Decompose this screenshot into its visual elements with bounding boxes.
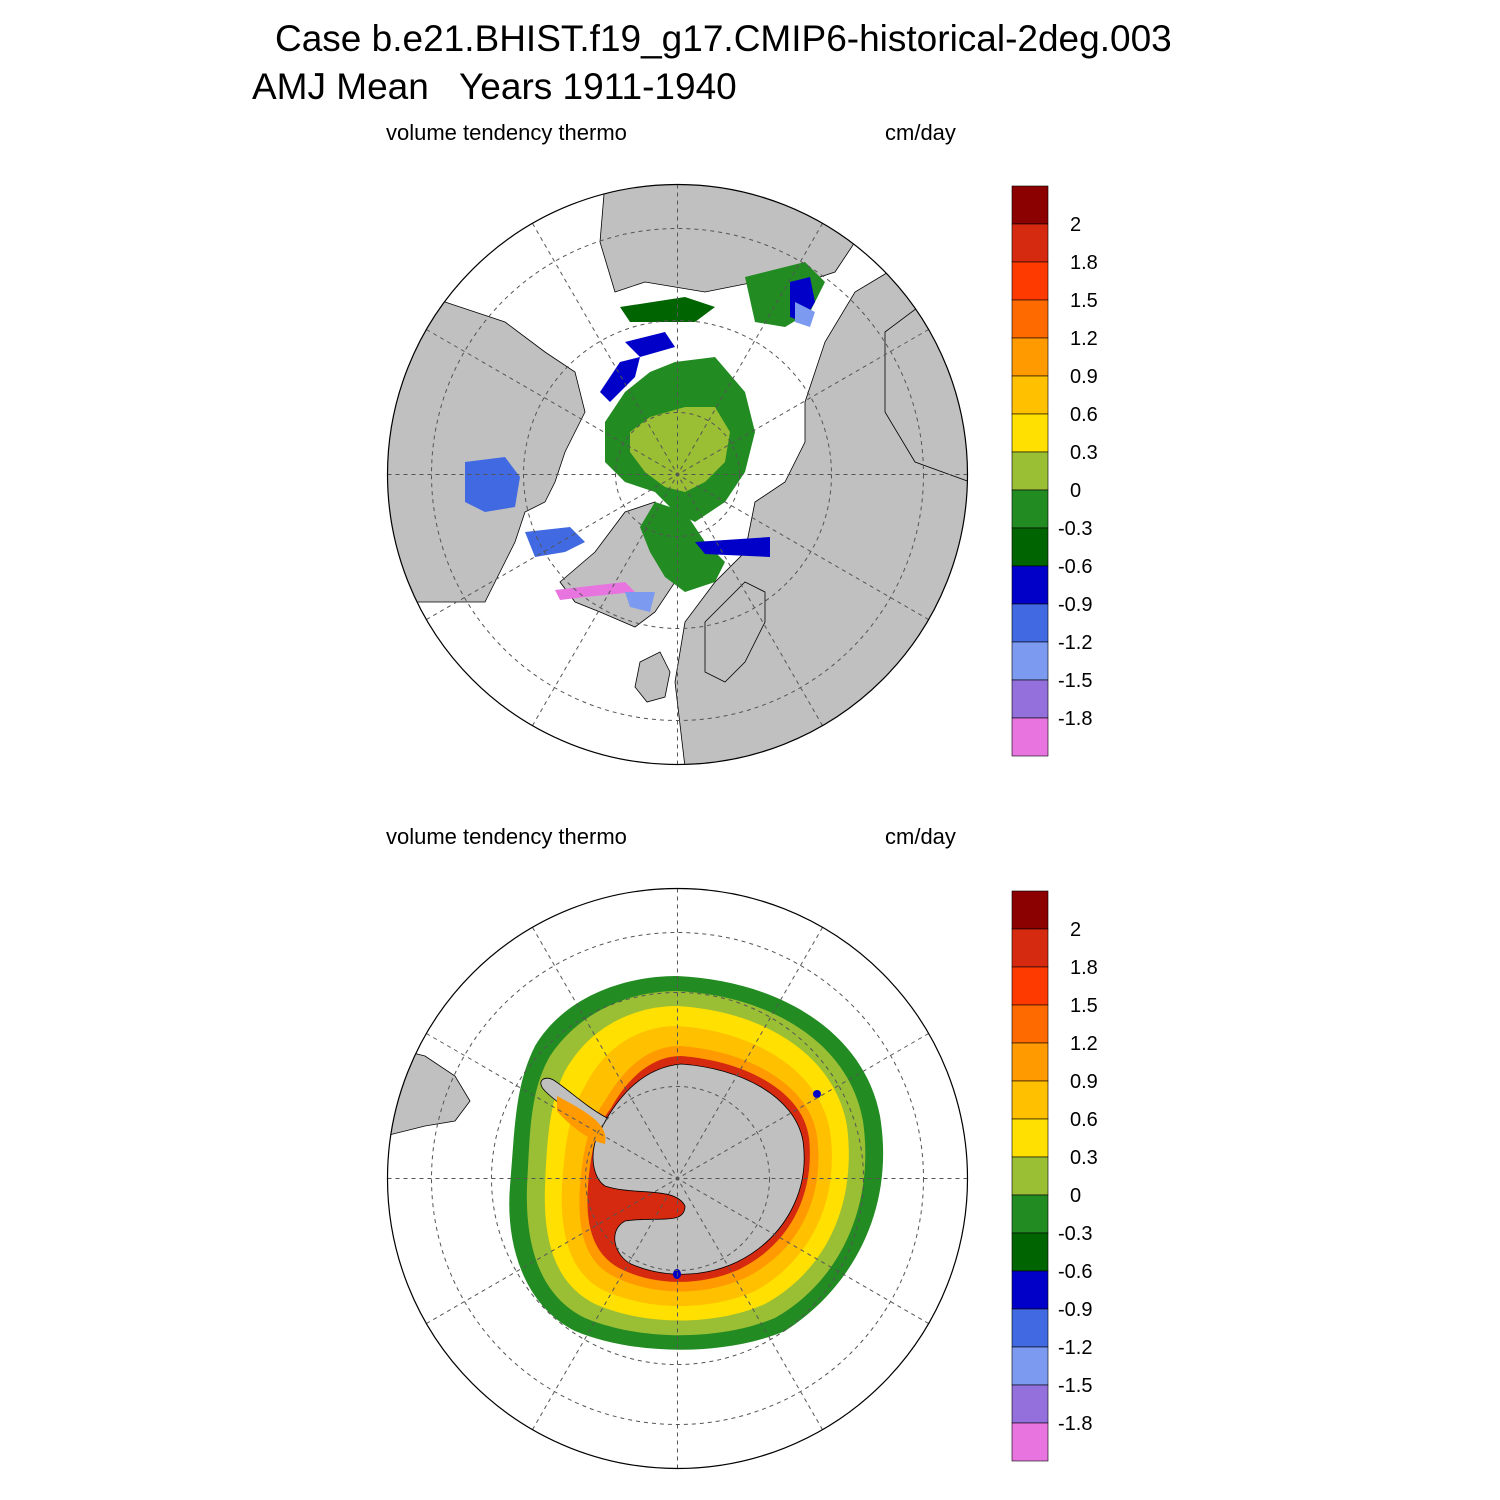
land-siberia-north [599, 184, 866, 293]
colorbar-swatch [1011, 451, 1049, 491]
colorbar-swatch [1011, 565, 1049, 605]
south-colorbar: 2 1.8 1.5 1.2 0.9 0.6 0.3 0 -0.3 -0.6 -0.9 -1.2 -1.5… [1011, 890, 1112, 1466]
south-panel-variable-label: volume tendency thermo [386, 824, 627, 849]
colorbar-swatch [1011, 966, 1049, 1006]
south-polar-map [385, 886, 970, 1471]
colorbar-swatch [1011, 1080, 1049, 1120]
colorbar-tick-label: -0.3 [1058, 518, 1092, 540]
north-panel-units-label: cm/day [885, 120, 956, 145]
colorbar-tick-label: 1.5 [1070, 290, 1098, 312]
colorbar-swatch [1011, 1384, 1049, 1424]
colorbar-tick-label: 2 [1070, 919, 1081, 941]
colorbar-swatch [1011, 1422, 1049, 1462]
colorbar-tick-label: -0.9 [1058, 594, 1092, 616]
colorbar-tick-label: 1.8 [1070, 957, 1098, 979]
east-siberian-sea-darkgreen [620, 297, 715, 322]
colorbar-swatch [1011, 337, 1049, 377]
baffin-blue [525, 527, 585, 557]
graticule [387, 184, 968, 765]
colorbar-swatch [1011, 1004, 1049, 1044]
colorbar-swatch [1011, 375, 1049, 415]
colorbar-swatch [1011, 413, 1049, 453]
colorbar-swatch [1011, 185, 1049, 225]
colorbar-tick-label: 1.8 [1070, 252, 1098, 274]
north-panel-variable-label: volume tendency thermo [386, 120, 627, 145]
colorbar-tick-label: 1.5 [1070, 995, 1098, 1017]
map-boundary [386, 183, 969, 766]
colorbar-tick-label: 0.6 [1070, 1109, 1098, 1131]
colorbar-tick-label: 0.9 [1070, 366, 1098, 388]
labrador-lightblue [625, 592, 655, 612]
colorbar-swatch [1011, 641, 1049, 681]
colorbar-tick-label: 0.3 [1070, 442, 1098, 464]
colorbar-swatch [1011, 717, 1049, 757]
colorbar-swatch [1011, 1346, 1049, 1386]
colorbar-tick-label: -1.2 [1058, 632, 1092, 654]
colorbar-swatch [1011, 1194, 1049, 1234]
land-antarctica [592, 1063, 805, 1275]
colorbar-swatch [1011, 1042, 1049, 1082]
colorbar-swatch [1011, 1270, 1049, 1310]
weddell-sea-orange [557, 1096, 606, 1144]
colorbar-tick-label: -0.6 [1058, 556, 1092, 578]
colorbar-tick-label: 0.6 [1070, 404, 1098, 426]
colorbar-tick-label: -1.8 [1058, 1413, 1092, 1435]
colorbar-tick-label: 1.2 [1070, 328, 1098, 350]
arctic-central-lightgreen [630, 407, 730, 492]
hudson-bay-blue [465, 457, 520, 512]
north-polar-map [385, 182, 970, 767]
barents-blue-edge [695, 537, 770, 557]
land-scandinavia [704, 581, 766, 683]
colorbar-tick-label: -1.8 [1058, 708, 1092, 730]
colorbar-tick-label: -1.5 [1058, 1375, 1092, 1397]
colorbar-tick-label: -0.6 [1058, 1261, 1092, 1283]
colorbar-swatch [1011, 679, 1049, 719]
bering-lightblue [795, 302, 815, 327]
laptev-blue [600, 357, 640, 402]
colorbar-tick-label: 0.3 [1070, 1147, 1098, 1169]
colorbar-swatch [1011, 1308, 1049, 1348]
colorbar-tick-label: -1.5 [1058, 670, 1092, 692]
colorbar-swatch [1011, 299, 1049, 339]
south-panel-units-label: cm/day [885, 824, 956, 849]
colorbar-swatch [1011, 489, 1049, 529]
colorbar-swatch [1011, 603, 1049, 643]
colorbar-swatch [1011, 890, 1049, 930]
colorbar-swatch [1011, 1232, 1049, 1272]
colorbar-tick-label: 0.9 [1070, 1071, 1098, 1093]
land-british-isles [634, 651, 671, 703]
colorbar-swatch [1011, 1156, 1049, 1196]
plot-title-case: Case b.e21.BHIST.f19_g17.CMIP6-historica… [275, 18, 1172, 59]
colorbar-swatch [1011, 928, 1049, 968]
colorbar-tick-label: -0.9 [1058, 1299, 1092, 1321]
siberian-coast-blue [625, 332, 675, 357]
colorbar-tick-label: 0 [1070, 1185, 1081, 1207]
colorbar-tick-label: -0.3 [1058, 1223, 1092, 1245]
ice-dark-spot-east [813, 1090, 821, 1098]
sea-ice-field [465, 262, 825, 612]
colorbar-tick-label: 2 [1070, 214, 1081, 236]
colorbar-swatch [1011, 261, 1049, 301]
colorbar-swatch [1011, 1118, 1049, 1158]
map-boundary-south [386, 887, 969, 1470]
north-colorbar: 2 1.8 1.5 1.2 0.9 0.6 0.3 0 -0.3 -0.6 -0.9 -1.2 -1.5… [1011, 185, 1112, 761]
barents-kara-green [640, 502, 725, 592]
colorbar-swatch [1011, 527, 1049, 567]
colorbar-tick-label: -1.2 [1058, 1337, 1092, 1359]
colorbar-tick-label: 1.2 [1070, 1033, 1098, 1055]
colorbar-tick-label: 0 [1070, 480, 1081, 502]
greenland-sea-pink [555, 582, 635, 600]
land-north-america [387, 291, 586, 603]
plot-title-period: AMJ Mean Years 1911-1940 [252, 66, 737, 107]
graticule-south [387, 888, 968, 1469]
colorbar-swatch [1011, 223, 1049, 263]
